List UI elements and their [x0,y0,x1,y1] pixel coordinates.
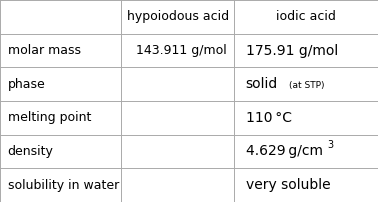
Text: density: density [8,145,53,158]
Text: very soluble: very soluble [246,178,330,192]
Text: solid: solid [246,77,278,91]
Text: melting point: melting point [8,111,91,124]
Text: 175.91 g/mol: 175.91 g/mol [246,43,338,58]
Text: 110 °C: 110 °C [246,111,292,125]
Text: 3: 3 [327,140,333,150]
Text: solubility in water: solubility in water [8,179,119,192]
Text: iodic acid: iodic acid [276,10,336,23]
Text: (at STP): (at STP) [289,81,325,90]
Text: phase: phase [8,78,45,91]
Text: 143.911 g/mol: 143.911 g/mol [136,44,227,57]
Text: hypoiodous acid: hypoiodous acid [127,10,229,23]
Text: 4.629 g/cm: 4.629 g/cm [246,144,323,159]
Text: molar mass: molar mass [8,44,81,57]
